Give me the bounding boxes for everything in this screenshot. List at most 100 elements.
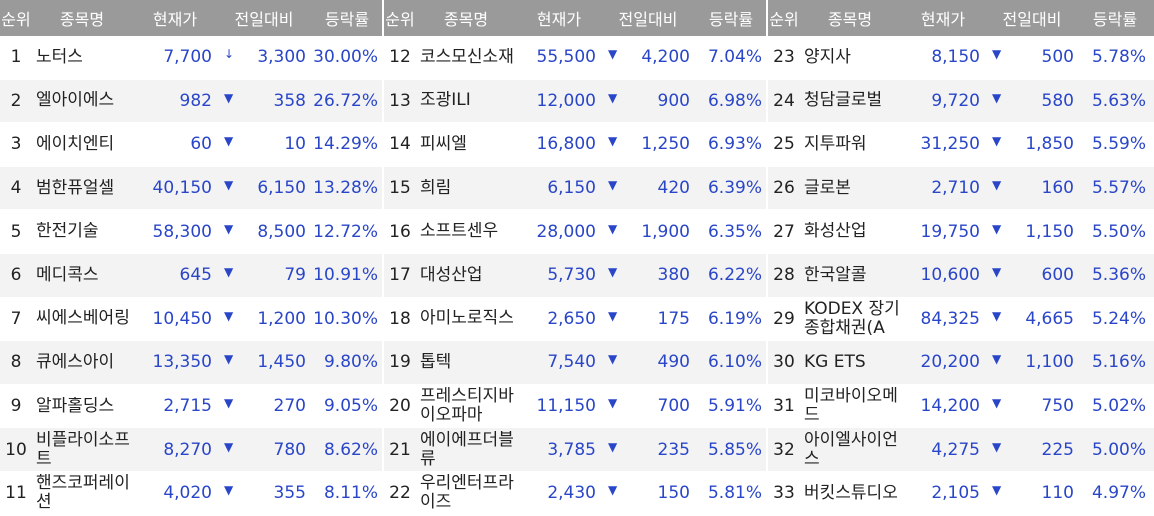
table-row[interactable]: 16 소프트센우 28,000 ▼ 1,900 6.35%	[384, 210, 766, 254]
stock-name-link[interactable]: 버킷스튜디오	[804, 483, 898, 503]
change-rate: 6.35%	[707, 221, 762, 242]
stock-name-link[interactable]: 메디콕스	[36, 265, 99, 285]
stock-name-link[interactable]: 핸즈코퍼레이션	[36, 474, 130, 513]
header-rate: 등락률	[708, 10, 754, 29]
table-row[interactable]: 19 톱텍 7,540 ▼ 490 6.10%	[384, 341, 766, 385]
change-value: 490	[657, 352, 690, 373]
table-row[interactable]: 3 에이치엔티 60 ▼ 10 14.29%	[0, 123, 382, 167]
stock-name-link[interactable]: 큐에스아이	[36, 352, 115, 372]
rank-cell: 1	[10, 47, 22, 68]
table-row[interactable]: 26 글로본 2,710 ▼ 160 5.57%	[768, 166, 1154, 211]
stock-name-link[interactable]: 아미노로직스	[420, 309, 514, 329]
change-rate: 5.24%	[1091, 308, 1146, 329]
stock-name-link[interactable]: 씨에스베어링	[36, 309, 130, 329]
header-name: 종목명	[827, 10, 873, 29]
table-row[interactable]: 32 아이엘사이언스 4,275 ▼ 225 5.00%	[768, 428, 1154, 472]
table-row[interactable]: 27 화성산업 19,750 ▼ 1,150 5.50%	[768, 210, 1154, 254]
table-row[interactable]: 24 청담글로벌 9,720 ▼ 580 5.63%	[768, 79, 1154, 124]
rank-cell: 21	[389, 439, 411, 460]
current-price: 2,710	[931, 178, 980, 199]
down-triangle-icon: ▼	[608, 396, 618, 411]
down-triangle-icon: ▼	[224, 265, 234, 280]
change-rate: 9.05%	[323, 396, 378, 417]
table-row[interactable]: 11 핸즈코퍼레이션 4,020 ▼ 355 8.11%	[0, 471, 382, 516]
ranking-column-1: 순위 종목명 현재가 전일대비 등락률 1 노터스 7,700 ↓ 3,300 30.00…	[0, 0, 384, 516]
change-value: 355	[273, 483, 306, 504]
table-row[interactable]: 9 알파홀딩스 2,715 ▼ 270 9.05%	[0, 384, 382, 429]
table-row[interactable]: 33 버킷스튜디오 2,105 ▼ 110 4.97%	[768, 471, 1154, 516]
stock-name-link[interactable]: 에이치엔티	[36, 134, 115, 154]
stock-name-link[interactable]: 알파홀딩스	[36, 396, 115, 416]
table-row[interactable]: 22 우리엔터프라이즈 2,430 ▼ 150 5.81%	[384, 471, 766, 516]
change-cell: ▼ 175	[602, 309, 694, 329]
rank-cell: 10	[5, 439, 27, 460]
table-row[interactable]: 2 엘아이에스 982 ▼ 358 26.72%	[0, 79, 382, 124]
stock-name-link[interactable]: KODEX 장기종합채권(A	[804, 299, 900, 338]
change-value: 235	[657, 439, 690, 460]
stock-name-link[interactable]: 대성산업	[420, 265, 483, 285]
stock-name-link[interactable]: 화성산업	[804, 222, 867, 242]
down-triangle-icon: ▼	[992, 178, 1002, 193]
stock-name-link[interactable]: 범한퓨얼셀	[36, 178, 115, 198]
table-row[interactable]: 10 비플라이소프트 8,270 ▼ 780 8.62%	[0, 428, 382, 472]
stock-name-link[interactable]: 청담글로벌	[804, 91, 883, 111]
stock-name-link[interactable]: 노터스	[36, 47, 83, 67]
stock-name-link[interactable]: KG ETS	[804, 352, 866, 372]
table-row[interactable]: 4 범한퓨얼셀 40,150 ▼ 6,150 13.28%	[0, 166, 382, 211]
stock-name-link[interactable]: 조광ILI	[420, 91, 471, 111]
table-row[interactable]: 30 KG ETS 20,200 ▼ 1,100 5.16%	[768, 341, 1154, 385]
stock-name-link[interactable]: 양지사	[804, 47, 851, 67]
current-price: 645	[179, 265, 212, 286]
stock-name-link[interactable]: 희림	[420, 178, 452, 198]
table-row[interactable]: 13 조광ILI 12,000 ▼ 900 6.98%	[384, 79, 766, 124]
change-cell: ▼ 355	[218, 483, 310, 503]
table-row[interactable]: 25 지투파워 31,250 ▼ 1,850 5.59%	[768, 123, 1154, 167]
table-row[interactable]: 8 큐에스아이 13,350 ▼ 1,450 9.80%	[0, 341, 382, 385]
stock-name-link[interactable]: 한국알콜	[804, 265, 867, 285]
stock-name-link[interactable]: 소프트센우	[420, 222, 499, 242]
change-rate: 5.78%	[1091, 47, 1146, 68]
change-value: 3,300	[257, 47, 306, 68]
table-row[interactable]: 1 노터스 7,700 ↓ 3,300 30.00%	[0, 36, 382, 80]
stock-name-link[interactable]: 한전기술	[36, 222, 99, 242]
table-row[interactable]: 15 희림 6,150 ▼ 420 6.39%	[384, 166, 766, 211]
table-row[interactable]: 12 코스모신소재 55,500 ▼ 4,200 7.04%	[384, 36, 766, 80]
table-row[interactable]: 14 피씨엘 16,800 ▼ 1,250 6.93%	[384, 123, 766, 167]
table-row[interactable]: 23 양지사 8,150 ▼ 500 5.78%	[768, 36, 1154, 80]
stock-name-link[interactable]: 우리엔터프라이즈	[420, 474, 514, 513]
stock-name-link[interactable]: 지투파워	[804, 134, 867, 154]
stock-name-link[interactable]: 코스모신소재	[420, 47, 514, 67]
table-row[interactable]: 7 씨에스베어링 10,450 ▼ 1,200 10.30%	[0, 297, 382, 342]
stock-name-link[interactable]: 피씨엘	[420, 134, 467, 154]
down-triangle-icon: ▼	[224, 483, 234, 498]
stock-name-link[interactable]: 에이에프더블류	[420, 430, 514, 469]
table-row[interactable]: 29 KODEX 장기종합채권(A 84,325 ▼ 4,665 5.24%	[768, 297, 1154, 342]
current-price: 2,650	[547, 308, 596, 329]
stock-name-link[interactable]: 톱텍	[420, 352, 452, 372]
table-row[interactable]: 17 대성산업 5,730 ▼ 380 6.22%	[384, 253, 766, 298]
rank-cell: 8	[10, 352, 22, 373]
down-triangle-icon: ▼	[992, 483, 1002, 498]
stock-name-link[interactable]: 글로본	[804, 178, 851, 198]
current-price: 20,200	[920, 352, 980, 373]
stock-name-link[interactable]: 프레스티지바이오파마	[420, 387, 514, 426]
stock-name-link[interactable]: 비플라이소프트	[36, 430, 130, 469]
stock-name-link[interactable]: 미코바이오메드	[804, 387, 898, 426]
stock-name-link[interactable]: 엘아이에스	[36, 91, 115, 111]
table-row[interactable]: 18 아미노로직스 2,650 ▼ 175 6.19%	[384, 297, 766, 342]
change-rate: 8.62%	[323, 439, 378, 460]
current-price: 9,720	[931, 90, 980, 111]
table-row[interactable]: 31 미코바이오메드 14,200 ▼ 750 5.02%	[768, 384, 1154, 429]
change-rate: 6.22%	[707, 265, 762, 286]
rank-cell: 23	[773, 47, 795, 68]
table-row[interactable]: 28 한국알콜 10,600 ▼ 600 5.36%	[768, 253, 1154, 298]
table-row[interactable]: 21 에이에프더블류 3,785 ▼ 235 5.85%	[384, 428, 766, 472]
header-price: 현재가	[536, 10, 582, 29]
table-row[interactable]: 20 프레스티지바이오파마 11,150 ▼ 700 5.91%	[384, 384, 766, 429]
change-cell: ▼ 600	[986, 265, 1078, 285]
table-row[interactable]: 5 한전기술 58,300 ▼ 8,500 12.72%	[0, 210, 382, 254]
change-rate: 6.93%	[707, 134, 762, 155]
stock-name-link[interactable]: 아이엘사이언스	[804, 430, 898, 469]
table-row[interactable]: 6 메디콕스 645 ▼ 79 10.91%	[0, 253, 382, 298]
change-rate: 6.19%	[707, 308, 762, 329]
